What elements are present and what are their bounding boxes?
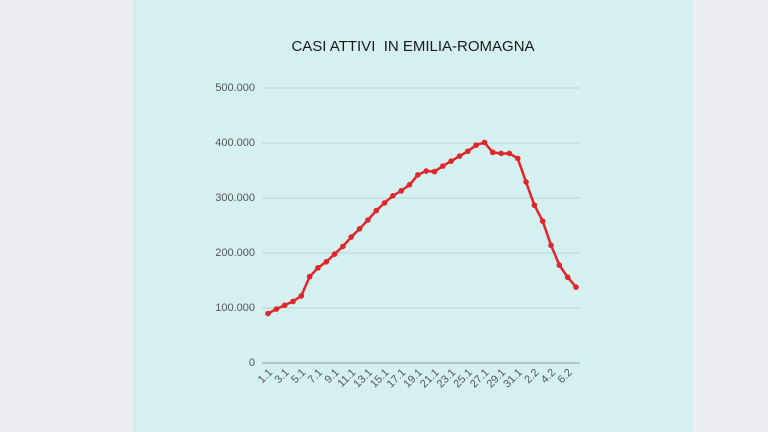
chart-title: CASI ATTIVI IN EMILIA-ROMAGNA (291, 38, 534, 55)
data-point (506, 150, 513, 157)
data-point (315, 265, 321, 271)
data-point (548, 242, 554, 249)
data-point (498, 150, 504, 157)
data-point (348, 234, 355, 240)
data-point (431, 168, 438, 175)
data-point (531, 202, 538, 208)
data-point (573, 284, 579, 290)
data-point (306, 273, 313, 280)
data-point (406, 182, 413, 188)
y-tick-label: 500.000 (215, 82, 255, 94)
data-point (456, 153, 463, 159)
data-point (489, 149, 496, 156)
data-point (265, 310, 271, 317)
data-point (273, 306, 280, 312)
data-point (340, 243, 346, 250)
y-tick-label: 200.000 (215, 247, 255, 259)
data-point (523, 179, 529, 185)
data-point (481, 139, 488, 146)
chart-panel (133, 0, 693, 432)
y-tick-label: 400.000 (215, 137, 255, 149)
data-point (365, 217, 371, 223)
data-point (448, 158, 454, 164)
data-point (440, 163, 446, 169)
data-point (464, 148, 471, 155)
data-point (539, 218, 546, 224)
data-point (323, 259, 330, 265)
y-tick-label: 100.000 (215, 302, 255, 314)
y-tick-label: 0 (249, 357, 255, 369)
data-point (415, 172, 421, 178)
data-point (281, 302, 288, 309)
data-point (331, 251, 338, 257)
data-point (290, 298, 296, 305)
data-point (390, 193, 396, 199)
data-point (373, 207, 380, 214)
y-tick-label: 300.000 (215, 192, 255, 204)
data-point (298, 293, 305, 299)
data-point (564, 274, 571, 281)
data-point (356, 226, 363, 232)
data-point (398, 188, 404, 194)
data-point (514, 155, 521, 162)
data-point (556, 262, 563, 268)
data-point (473, 142, 479, 148)
data-point (423, 168, 429, 174)
data-point (381, 200, 388, 206)
